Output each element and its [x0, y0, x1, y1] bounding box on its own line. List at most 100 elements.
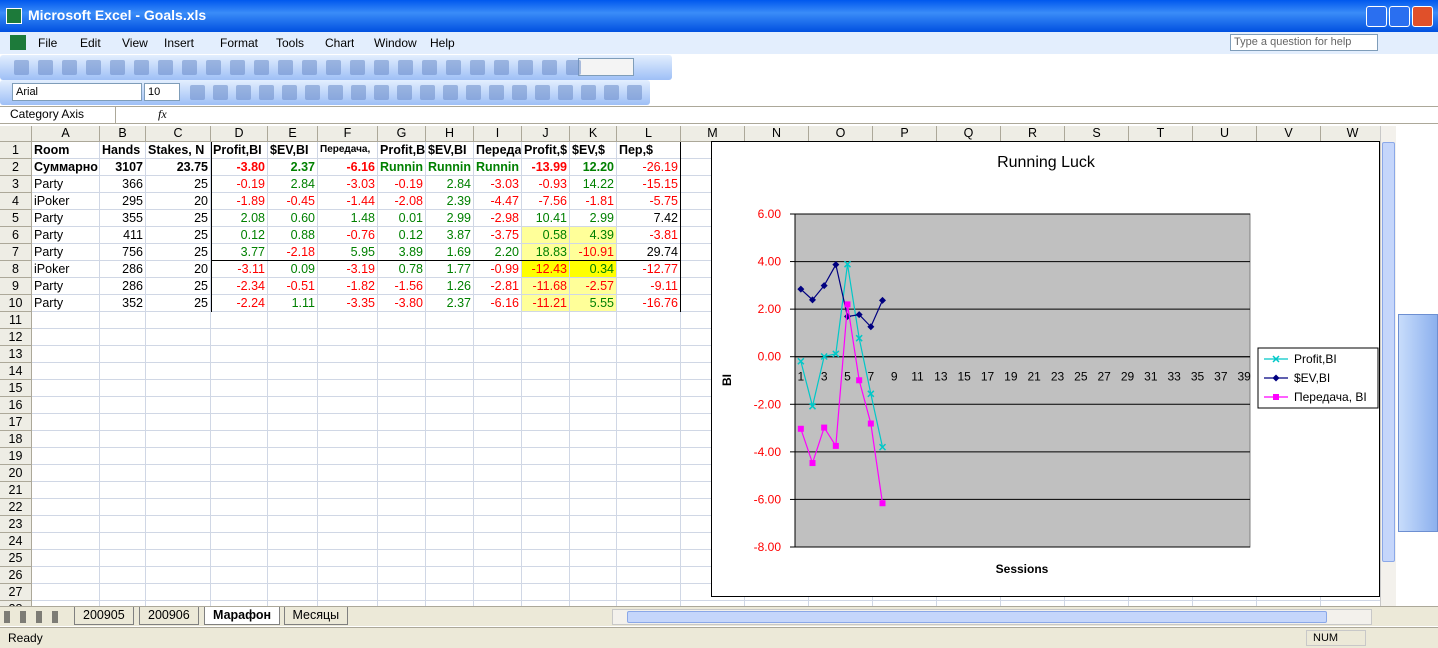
- menu-item[interactable]: Window: [374, 36, 417, 50]
- menu-item[interactable]: Tools: [276, 36, 305, 50]
- empty-cell: [426, 550, 474, 567]
- empty-cell: [318, 584, 378, 601]
- sheet-tab[interactable]: Марафон: [204, 607, 281, 625]
- toolbar-button[interactable]: [470, 60, 485, 75]
- minimize-button[interactable]: [1366, 6, 1387, 27]
- toolbar-button[interactable]: [326, 60, 341, 75]
- menu-item[interactable]: View: [122, 36, 148, 50]
- name-box[interactable]: Category Axis: [4, 107, 116, 123]
- toolbar-button[interactable]: [259, 85, 274, 100]
- x-tick-label: 5: [844, 370, 851, 384]
- empty-cell: [617, 448, 681, 465]
- empty-cell: [570, 363, 617, 380]
- toolbar-button[interactable]: [398, 60, 413, 75]
- menu-item[interactable]: Insert: [164, 36, 195, 50]
- empty-cell: [426, 397, 474, 414]
- toolbar-button[interactable]: [542, 60, 557, 75]
- toolbar-button[interactable]: [110, 60, 125, 75]
- empty-cell: [617, 516, 681, 533]
- toolbar-button[interactable]: [494, 60, 509, 75]
- toolbar-button[interactable]: [134, 60, 149, 75]
- toolbar-button[interactable]: [627, 85, 642, 100]
- toolbar-button[interactable]: [14, 60, 29, 75]
- toolbar-button[interactable]: [213, 85, 228, 100]
- sheet-tab[interactable]: 200905: [74, 607, 134, 625]
- toolbar-button[interactable]: [466, 85, 481, 100]
- toolbar-button[interactable]: [374, 60, 389, 75]
- toolbar-button[interactable]: [558, 85, 573, 100]
- embedded-chart[interactable]: Running Luck 6.00 4.00 2.00 0.00 -2.00 -4.00 -6…: [711, 141, 1380, 597]
- empty-cell: [32, 380, 100, 397]
- empty-cell: [211, 550, 268, 567]
- toolbar-button[interactable]: [518, 60, 533, 75]
- empty-cell: [211, 346, 268, 363]
- toolbar-button[interactable]: [420, 85, 435, 100]
- toolbar-button[interactable]: [38, 60, 53, 75]
- empty-cell: [617, 550, 681, 567]
- scroll-thumb[interactable]: [627, 611, 1327, 623]
- horizontal-scrollbar[interactable]: [612, 609, 1372, 625]
- toolbar-button[interactable]: [374, 85, 389, 100]
- column-header: C: [146, 126, 211, 142]
- empty-cell: [426, 329, 474, 346]
- menu-item[interactable]: Edit: [80, 36, 101, 50]
- toolbar-button[interactable]: [158, 60, 173, 75]
- app-icon: [6, 8, 22, 24]
- toolbar-button[interactable]: [604, 85, 619, 100]
- empty-cell: [378, 329, 426, 346]
- empty-cell: [570, 312, 617, 329]
- cell: 3.77: [211, 244, 268, 261]
- zoom-box[interactable]: [578, 58, 634, 76]
- toolbar-button[interactable]: [446, 60, 461, 75]
- empty-cell: [522, 312, 570, 329]
- row-header: 22: [0, 499, 32, 516]
- toolbar-button[interactable]: [581, 85, 596, 100]
- scroll-thumb[interactable]: [1382, 142, 1395, 562]
- font-name-box[interactable]: Arial: [12, 83, 142, 101]
- toolbar-button[interactable]: [236, 85, 251, 100]
- cell: 5.55: [570, 295, 617, 312]
- toolbar-button[interactable]: [305, 85, 320, 100]
- empty-cell: [100, 448, 146, 465]
- toolbar-button[interactable]: [278, 60, 293, 75]
- menu-item[interactable]: Help: [430, 36, 455, 50]
- toolbar-button[interactable]: [182, 60, 197, 75]
- data-point: [797, 285, 805, 293]
- toolbar-button[interactable]: [328, 85, 343, 100]
- help-box[interactable]: Type a question for help: [1230, 34, 1378, 51]
- toolbar-button[interactable]: [566, 60, 581, 75]
- data-point: [867, 420, 874, 427]
- toolbar-button[interactable]: [62, 60, 77, 75]
- sheet-tab[interactable]: 200906: [139, 607, 199, 625]
- toolbar-button[interactable]: [512, 85, 527, 100]
- toolbar-button[interactable]: [190, 85, 205, 100]
- close-button[interactable]: [1412, 6, 1433, 27]
- toolbar-button[interactable]: [350, 60, 365, 75]
- vertical-scrollbar[interactable]: [1380, 126, 1396, 606]
- menu-item[interactable]: Format: [220, 36, 259, 50]
- toolbar-button[interactable]: [302, 60, 317, 75]
- toolbar-button[interactable]: [282, 85, 297, 100]
- toolbar-button[interactable]: [351, 85, 366, 100]
- empty-cell: [522, 329, 570, 346]
- toolbar-button[interactable]: [443, 85, 458, 100]
- row-header: 21: [0, 482, 32, 499]
- toolbar-button[interactable]: [254, 60, 269, 75]
- toolbar-button[interactable]: [230, 60, 245, 75]
- maximize-button[interactable]: [1389, 6, 1410, 27]
- menu-item[interactable]: Chart: [325, 36, 355, 50]
- toolbar-button[interactable]: [397, 85, 412, 100]
- toolbar-button[interactable]: [489, 85, 504, 100]
- tab-scroll-buttons[interactable]: [4, 611, 68, 623]
- sheet-tab[interactable]: Месяцы: [283, 607, 349, 625]
- empty-cell: [570, 329, 617, 346]
- toolbar-button[interactable]: [535, 85, 550, 100]
- cell: 411: [100, 227, 146, 244]
- toolbar-button[interactable]: [206, 60, 221, 75]
- toolbar-button[interactable]: [86, 60, 101, 75]
- toolbar-button[interactable]: [422, 60, 437, 75]
- column-header: Q: [937, 126, 1001, 142]
- menu-item[interactable]: File: [38, 36, 58, 50]
- empty-cell: [211, 431, 268, 448]
- font-size-box[interactable]: 10: [144, 83, 180, 101]
